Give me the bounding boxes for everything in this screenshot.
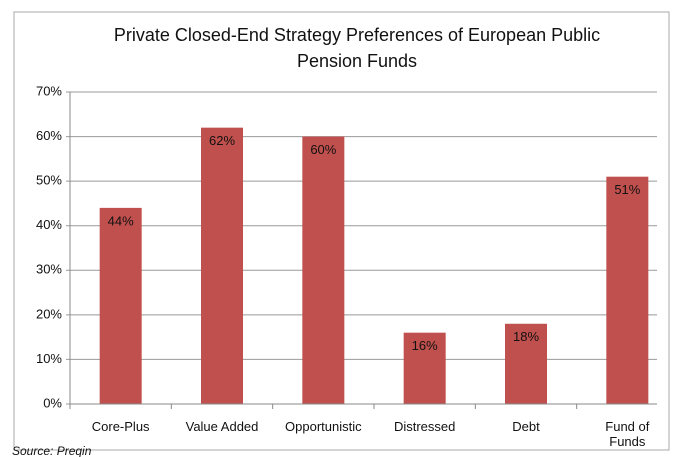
chart-title-line-2: Pension Funds (297, 51, 417, 71)
x-tick-label: Fund of Funds (605, 419, 650, 449)
x-tick-label: Opportunistic (285, 419, 362, 434)
data-label: 51% (614, 182, 640, 197)
x-tick-label: Distressed (393, 419, 456, 434)
y-tick-label: 40% (36, 217, 62, 232)
data-label: 18% (513, 329, 539, 344)
data-label: 44% (108, 213, 134, 228)
x-tick-label: Core-Plus (91, 419, 150, 434)
x-tick-label: Debt (512, 419, 540, 434)
bar (403, 332, 446, 404)
bar (505, 323, 547, 404)
y-tick-label: 50% (36, 173, 62, 188)
source-note: Source: Preqin (12, 444, 92, 457)
bar (606, 176, 649, 404)
bar (99, 207, 142, 404)
y-tick-label: 70% (36, 83, 62, 98)
data-label: 16% (412, 338, 438, 353)
bar (302, 136, 345, 405)
bar (201, 127, 243, 405)
data-label: 60% (310, 142, 336, 157)
y-tick-label: 60% (36, 128, 62, 143)
y-tick-label: 10% (36, 351, 62, 366)
y-tick-label: 30% (36, 262, 62, 277)
x-tick-label: Value Added (185, 419, 259, 434)
data-label: 62% (209, 133, 235, 148)
chart-title: Private Closed-End Strategy Preferences … (114, 25, 600, 45)
y-tick-label: 20% (36, 306, 62, 321)
y-tick-label: 0% (43, 395, 62, 410)
